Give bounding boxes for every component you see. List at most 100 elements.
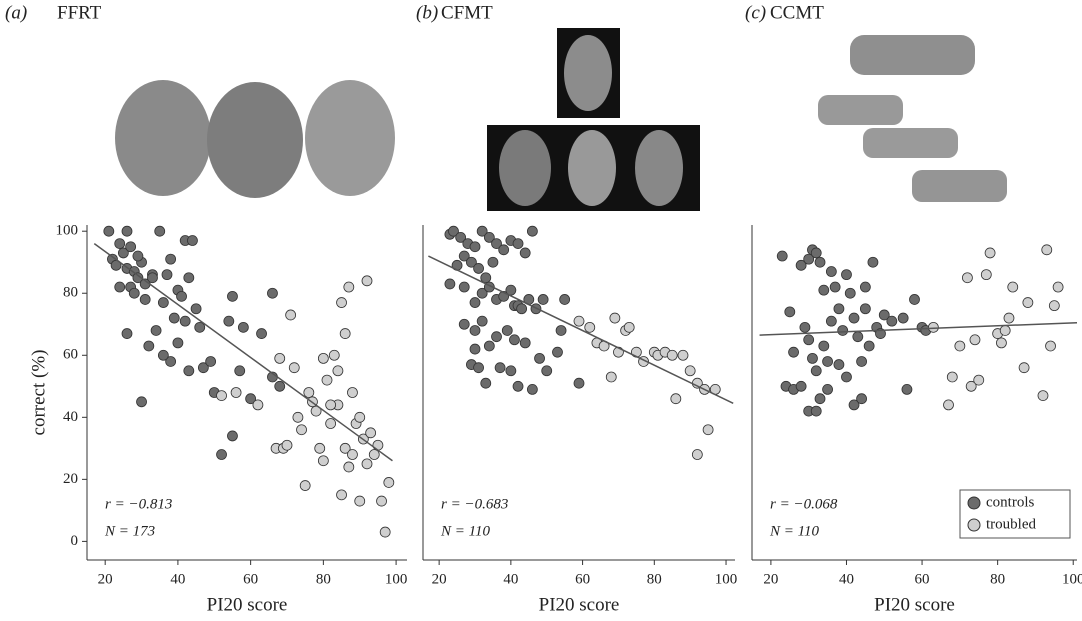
data-point [810,405,822,417]
y-tick-label: 0 [71,533,79,549]
data-point [121,328,133,339]
data-point [1052,281,1064,293]
data-point [132,272,144,284]
data-point [505,365,517,377]
data-point [183,365,195,377]
data-point [795,259,807,271]
data-point [227,290,238,302]
data-point [299,480,311,491]
data-point [810,365,822,377]
data-point [480,272,492,284]
data-point [856,393,867,405]
data-point [292,411,304,423]
data-point [984,247,996,259]
x-tick-label: 100 [715,571,738,587]
data-point [328,349,340,361]
face-image [305,80,395,196]
data-point [927,321,939,333]
data-point [285,309,297,321]
data-point [859,303,871,315]
data-point [822,383,833,395]
car-image [863,128,958,158]
data-point [473,263,484,274]
data-point [609,312,621,324]
trend-line [93,243,393,462]
x-tick-label: 20 [763,571,778,587]
data-point [973,374,985,386]
data-point [376,495,387,507]
data-point [339,442,351,454]
data-point [117,247,129,259]
x-tick-label: 40 [839,571,854,587]
data-point [969,334,981,346]
data-point [473,362,484,374]
data-point [216,390,227,402]
data-point [216,449,227,460]
data-point [157,349,169,361]
data-point [856,356,867,367]
data-point [354,495,366,507]
data-point [121,225,133,237]
data-point [1018,362,1030,374]
data-point [372,439,384,451]
data-point [1037,390,1049,402]
x-tick-label: 80 [647,571,662,587]
data-point [519,247,531,259]
data-point [455,232,467,243]
data-point [886,315,898,327]
data-point [476,315,488,327]
y-tick-label: 80 [63,285,78,301]
data-point [788,346,799,358]
data-point [150,325,162,336]
data-point [139,294,151,305]
y-tick-label: 40 [63,409,78,425]
x-tick-label: 60 [575,571,590,587]
data-point [179,315,191,327]
data-point [368,449,380,460]
data-point [684,365,696,377]
data-point [161,269,173,281]
data-point [509,334,520,346]
face-image [635,130,683,206]
data-point [361,458,373,470]
data-point [237,321,249,333]
data-point [325,418,337,429]
data-point [223,315,235,327]
x-axis-label: PI20 score [539,594,620,615]
data-point [537,294,549,305]
data-point [526,383,538,395]
face-image [568,130,616,206]
data-point [818,284,830,296]
annotation: N = 110 [440,523,491,539]
data-point [1041,244,1053,256]
car-image [912,170,1007,202]
data-point [803,334,815,346]
data-point [187,235,198,246]
data-point [837,325,849,336]
data-point [157,297,169,308]
data-point [234,365,246,377]
x-tick-label: 100 [385,571,408,587]
data-point [494,362,506,374]
face-image [499,130,551,206]
data-point [476,287,488,299]
data-point [469,241,481,253]
data-point [125,241,137,253]
data-point [833,359,845,370]
x-tick-label: 60 [243,571,258,587]
x-tick-label: 80 [990,571,1005,587]
data-point [183,272,195,284]
annotation: r = −0.813 [105,496,172,512]
data-point [962,272,973,284]
data-point [799,321,811,333]
data-point [132,250,144,262]
data-point [343,281,355,293]
data-point [848,399,860,411]
data-point [154,225,166,237]
data-point [361,275,373,287]
data-point [190,303,202,315]
trend-line [759,321,1078,336]
x-tick-label: 20 [432,571,447,587]
data-point [176,290,187,302]
car-image [850,35,975,75]
